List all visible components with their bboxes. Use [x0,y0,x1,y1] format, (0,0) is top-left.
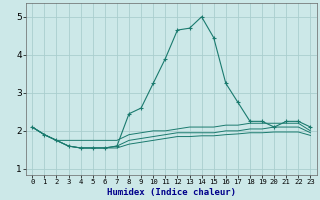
X-axis label: Humidex (Indice chaleur): Humidex (Indice chaleur) [107,188,236,197]
